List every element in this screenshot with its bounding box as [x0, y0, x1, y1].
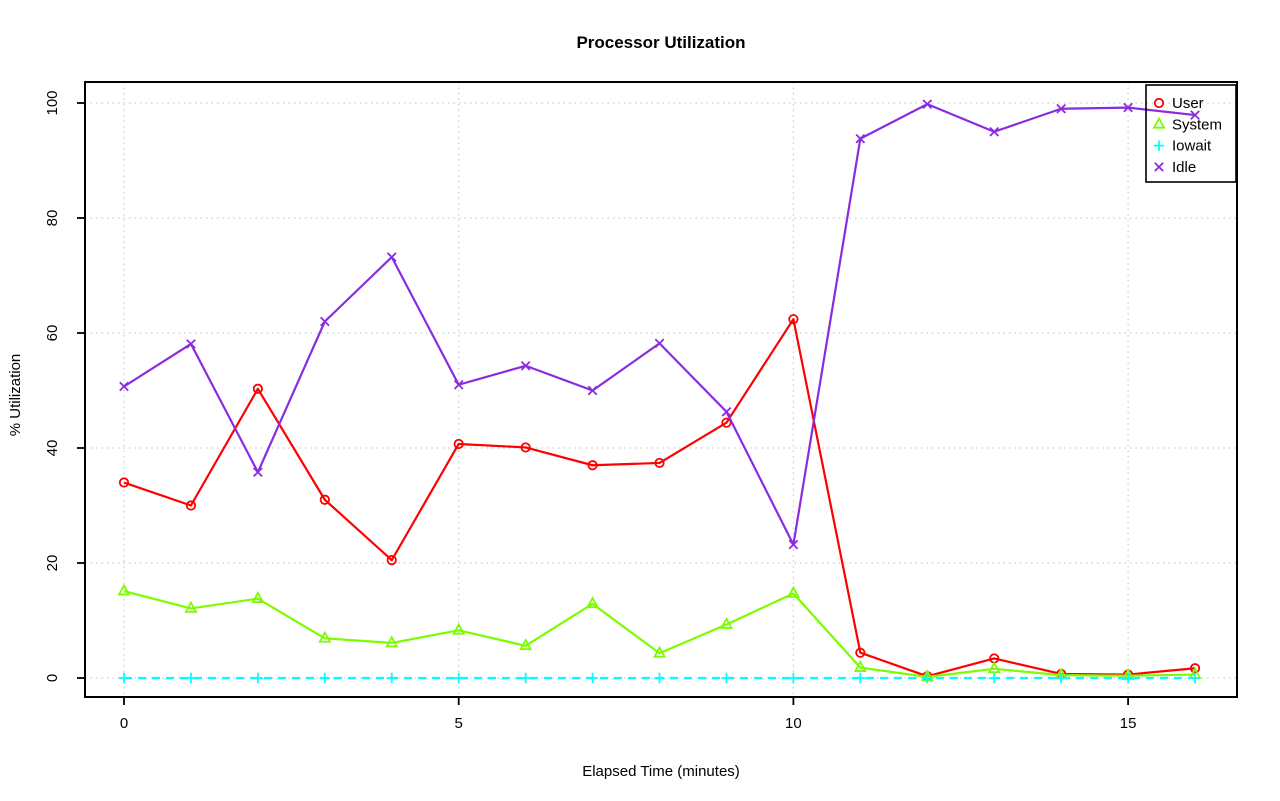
- series-iowait-marker: [319, 672, 331, 684]
- series-system-marker: [853, 659, 867, 672]
- y-tick-label: 100: [44, 90, 61, 115]
- chart-title: Processor Utilization: [576, 33, 746, 52]
- series-system-marker: [719, 616, 733, 629]
- series-system-marker: [251, 590, 265, 603]
- legend-idle-marker-x-icon: [1154, 162, 1164, 172]
- series-iowait-marker: [587, 672, 598, 684]
- series-iowait-marker: [185, 672, 197, 684]
- y-tick-label: 40: [44, 440, 61, 457]
- series-user-marker: [118, 477, 130, 488]
- series-user-marker: [252, 383, 263, 394]
- axis-layer: 0 5 10 15 0 20 40 60 80 100: [44, 90, 1136, 732]
- series-idle-marker: [587, 385, 598, 396]
- series-idle-marker: [922, 99, 933, 109]
- y-tick-label: 20: [44, 555, 61, 572]
- series-idle-marker: [1056, 103, 1066, 114]
- legend-box: [1145, 84, 1237, 183]
- series-iowait-marker: [1122, 672, 1134, 684]
- series-iowait-marker: [520, 672, 531, 684]
- series-iowait-marker: [922, 672, 933, 684]
- legend-label-user: User: [1172, 95, 1204, 112]
- series-idle-marker: [788, 539, 799, 550]
- x-tick-label: 0: [120, 715, 128, 732]
- series-idle-marker: [520, 360, 531, 371]
- legend-label-idle: Idle: [1172, 159, 1196, 176]
- series-idle-line: [123, 103, 1196, 546]
- series-iowait-marker: [453, 672, 464, 684]
- series-user-marker: [587, 460, 598, 471]
- series-layer: [117, 99, 1202, 684]
- series-system-marker: [786, 585, 800, 598]
- series-system-marker: [586, 596, 600, 609]
- legend: User System Iowait Idle: [1145, 84, 1237, 183]
- series-idle-marker: [386, 252, 397, 262]
- series-user-marker: [855, 647, 866, 658]
- series-user-marker: [721, 417, 732, 428]
- y-axis-title: % Utilization: [7, 354, 24, 437]
- series-iowait-marker: [855, 672, 866, 684]
- series-idle-marker: [721, 406, 732, 417]
- series-system-line: [123, 590, 1196, 678]
- series-user-marker: [319, 494, 330, 505]
- legend-system-marker-triangle-icon: [1152, 116, 1166, 129]
- y-tick-label: 0: [44, 674, 61, 682]
- series-idle-marker: [119, 381, 129, 392]
- x-tick-label: 5: [455, 715, 463, 732]
- series-idle-marker: [989, 126, 1000, 137]
- series-idle-marker: [253, 467, 263, 477]
- legend-user-marker-circle-icon: [1153, 97, 1165, 109]
- series-user-marker: [520, 442, 531, 453]
- series-idle-marker: [453, 379, 464, 390]
- series-iowait-marker: [989, 672, 1000, 684]
- series-system-marker: [519, 638, 533, 651]
- series-user-marker: [386, 555, 397, 566]
- series-user-marker: [788, 314, 799, 325]
- y-tick-label: 60: [44, 325, 61, 342]
- series-idle-marker: [186, 339, 196, 349]
- x-tick-label: 15: [1120, 715, 1137, 732]
- series-system-marker: [117, 583, 131, 596]
- series-iowait-marker: [1189, 672, 1201, 684]
- series-system-marker: [385, 635, 399, 648]
- series-idle-marker: [654, 338, 665, 349]
- series-idle-marker: [319, 316, 330, 327]
- series-system-marker: [452, 622, 466, 635]
- x-axis-title: Elapsed Time (minutes): [582, 763, 740, 780]
- plot-border: [84, 81, 1238, 698]
- series-system-marker: [184, 600, 198, 613]
- series-iowait-marker: [252, 672, 264, 684]
- series-idle-marker: [855, 133, 866, 144]
- series-iowait-marker: [788, 672, 799, 684]
- series-system-marker: [318, 630, 332, 643]
- x-tick-label: 10: [785, 715, 802, 732]
- series-idle-marker: [1190, 110, 1200, 120]
- legend-label-iowait: Iowait: [1172, 138, 1212, 155]
- legend-label-system: System: [1172, 116, 1222, 133]
- series-user-marker: [453, 438, 464, 450]
- series-iowait-marker: [654, 672, 665, 684]
- series-system-marker: [987, 661, 1001, 674]
- series-iowait-marker: [118, 672, 130, 684]
- series-user-marker: [654, 457, 665, 469]
- series-system-marker: [653, 645, 667, 658]
- series-iowait-marker: [721, 672, 732, 684]
- series-idle-marker: [1123, 102, 1133, 113]
- series-iowait-marker: [386, 672, 397, 684]
- series-user-line: [123, 318, 1196, 678]
- series-iowait-marker: [1055, 672, 1067, 684]
- legend-iowait-marker-plus-icon: [1153, 140, 1165, 151]
- y-tick-label: 80: [44, 210, 61, 227]
- series-user-marker: [185, 500, 197, 511]
- series-user-marker: [1189, 663, 1201, 674]
